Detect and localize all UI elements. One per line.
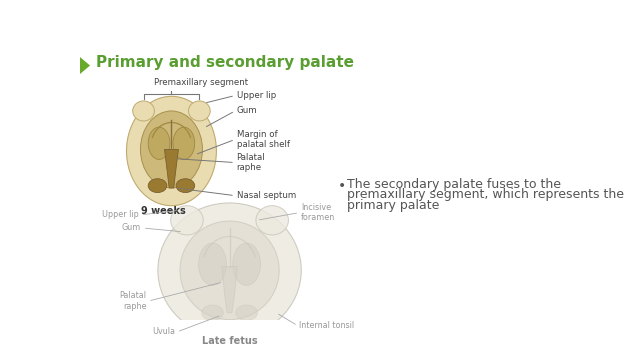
Text: Nasal septum: Nasal septum (237, 191, 296, 200)
Ellipse shape (127, 96, 216, 206)
Polygon shape (222, 266, 237, 313)
Text: Incisive
foramen: Incisive foramen (301, 203, 335, 222)
Text: 9 weeks: 9 weeks (141, 206, 186, 216)
Text: The secondary palate fuses to the: The secondary palate fuses to the (348, 178, 561, 191)
Text: Upper lip: Upper lip (102, 210, 139, 219)
Ellipse shape (148, 127, 170, 159)
Ellipse shape (173, 127, 195, 159)
Text: Uvula: Uvula (152, 328, 175, 337)
Text: Premaxillary segment: Premaxillary segment (154, 78, 248, 87)
Ellipse shape (148, 179, 167, 193)
Ellipse shape (132, 101, 154, 121)
Text: Late fetus: Late fetus (202, 336, 257, 346)
Ellipse shape (140, 111, 202, 188)
Text: Internal tonsil: Internal tonsil (300, 321, 355, 330)
Ellipse shape (256, 206, 289, 235)
Text: Margin of
palatal shelf: Margin of palatal shelf (237, 130, 289, 149)
Polygon shape (80, 57, 90, 74)
Ellipse shape (158, 203, 301, 338)
Ellipse shape (202, 305, 223, 320)
Text: Gum: Gum (122, 224, 141, 233)
Ellipse shape (171, 206, 204, 235)
Ellipse shape (180, 221, 279, 320)
Ellipse shape (233, 243, 260, 285)
Ellipse shape (198, 243, 227, 285)
Polygon shape (164, 149, 179, 188)
Ellipse shape (236, 305, 257, 320)
Text: Primary and secondary palate: Primary and secondary palate (95, 55, 353, 70)
Text: Upper lip: Upper lip (237, 91, 276, 100)
Ellipse shape (189, 101, 210, 121)
Ellipse shape (176, 179, 195, 193)
Text: Gum: Gum (237, 107, 257, 116)
Text: primary palate: primary palate (348, 199, 440, 212)
Text: premaxillary segment, which represents the: premaxillary segment, which represents t… (348, 188, 625, 201)
Text: Palatal
raphe: Palatal raphe (120, 292, 147, 311)
Text: •: • (338, 179, 346, 193)
Text: Palatal
raphe: Palatal raphe (237, 153, 265, 172)
